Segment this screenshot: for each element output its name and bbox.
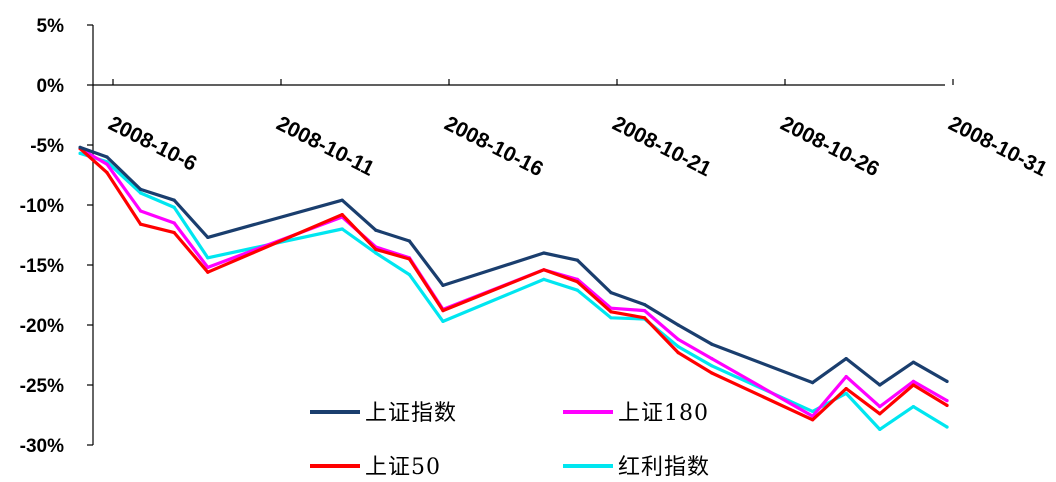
data-point [945, 403, 949, 407]
legend: 上证指数 上证180 上证50 红利指数 [310, 401, 710, 480]
x-tick-label: 2008-10-26 [777, 112, 883, 181]
y-tick-label: -20% [20, 316, 64, 337]
data-point [78, 145, 82, 149]
x-tick-label: 2008-10-11 [273, 112, 378, 181]
data-point [643, 316, 647, 320]
data-point [676, 345, 680, 349]
data-point [139, 209, 143, 213]
data-point [206, 235, 210, 239]
data-point [407, 273, 411, 277]
data-point [407, 257, 411, 261]
data-point [710, 371, 714, 375]
data-point [441, 283, 445, 287]
legend-label: 红利指数 [618, 455, 710, 480]
data-point [139, 191, 143, 195]
data-point [911, 405, 916, 409]
data-point [911, 360, 916, 364]
data-point [811, 418, 815, 422]
data-point [811, 409, 815, 413]
data-point [139, 187, 143, 191]
data-point [609, 291, 613, 295]
x-tick-labels: 2008-10-6 2008-10-11 2008-10-16 2008-10-21 2… [105, 112, 1051, 181]
data-point [643, 309, 647, 313]
data-point [844, 357, 848, 361]
data-point [676, 351, 680, 355]
data-point [575, 280, 580, 284]
data-point [811, 381, 815, 385]
data-point [105, 155, 109, 159]
data-point [206, 256, 210, 260]
y-tick-label: -15% [20, 256, 64, 277]
data-point [374, 251, 378, 255]
data-point [105, 171, 109, 175]
data-point [78, 151, 82, 155]
data-point [643, 303, 647, 307]
axes [87, 24, 954, 446]
data-point [105, 162, 109, 166]
data-point [878, 383, 882, 387]
series-line [78, 145, 949, 387]
data-point [542, 251, 546, 255]
data-point [340, 198, 344, 202]
series-line [78, 147, 949, 422]
data-point [374, 228, 378, 232]
x-tick-label: 2008-10-6 [105, 112, 201, 176]
series-lines [78, 145, 949, 431]
data-point [676, 323, 680, 327]
y-tick-label: -30% [20, 436, 64, 457]
y-tick-label: -5% [30, 136, 64, 157]
legend-label: 上证180 [618, 401, 709, 426]
data-point [407, 239, 411, 243]
data-point [172, 198, 176, 202]
data-point [340, 227, 344, 231]
data-point [878, 412, 882, 416]
data-point [710, 364, 714, 368]
data-point [844, 391, 848, 395]
x-tick-label: 2008-10-16 [441, 112, 547, 181]
y-tick-label: 0% [37, 76, 65, 97]
data-point [542, 268, 546, 272]
data-point [374, 247, 378, 251]
series-line [78, 151, 949, 431]
data-point [945, 399, 949, 403]
x-tick-label: 2008-10-21 [609, 112, 715, 181]
legend-label: 上证指数 [365, 401, 457, 426]
data-point [844, 375, 848, 379]
data-point [609, 316, 613, 320]
data-point [945, 425, 949, 429]
data-point [542, 277, 546, 281]
data-point [441, 319, 445, 323]
data-point [172, 221, 176, 225]
y-tick-label: 5% [37, 16, 65, 37]
data-point [575, 258, 580, 262]
data-point [945, 379, 949, 383]
data-point [710, 342, 714, 346]
data-point [844, 387, 848, 391]
data-point [676, 337, 680, 341]
data-point [172, 205, 176, 209]
data-point [340, 213, 344, 217]
data-point [139, 222, 143, 226]
y-tick-label: -10% [20, 196, 64, 217]
data-point [911, 383, 916, 387]
legend-label: 上证50 [365, 455, 441, 480]
y-tick-label: -25% [20, 376, 64, 397]
data-point [878, 427, 882, 431]
data-point [911, 379, 916, 383]
data-point [206, 270, 210, 274]
y-tick-labels: 5% 0% -5% -10% -15% -20% -25% -30% [20, 16, 64, 457]
data-point [609, 310, 613, 314]
data-point [206, 265, 210, 269]
data-point [575, 288, 580, 292]
data-point [441, 309, 445, 313]
data-point [172, 231, 176, 235]
data-point [710, 357, 714, 361]
data-point [878, 405, 882, 409]
x-tick-label: 2008-10-31 [945, 112, 1051, 181]
